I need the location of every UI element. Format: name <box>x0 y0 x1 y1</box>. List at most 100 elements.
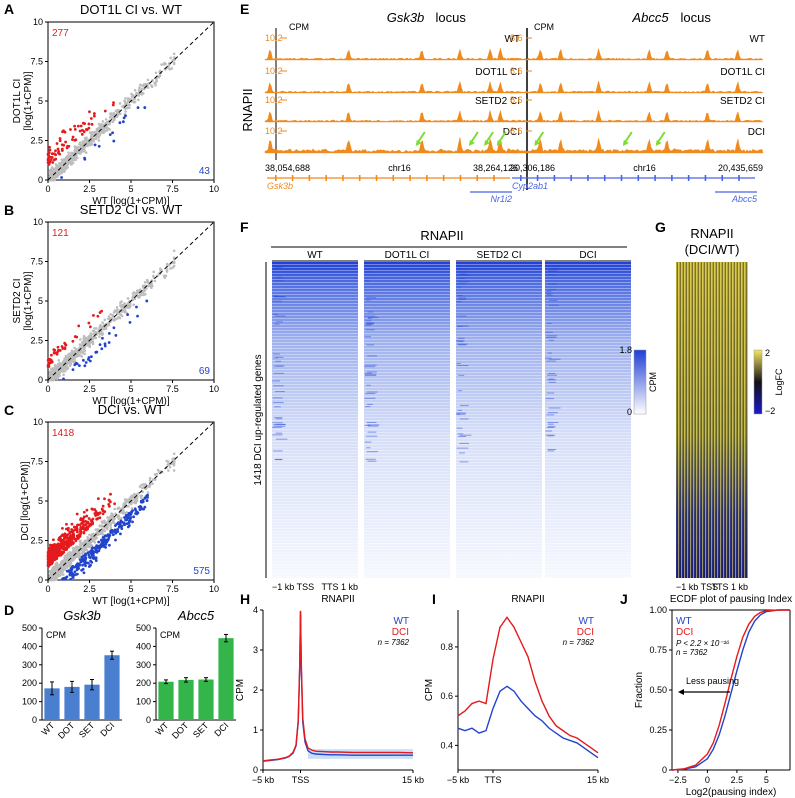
scatter-point-gray <box>56 164 60 167</box>
scatter-point-blue <box>123 516 126 519</box>
heatmap-f-streak <box>364 324 372 326</box>
track-arrow-head <box>622 140 629 146</box>
line-y-tick-label: 0.75 <box>649 645 667 655</box>
scatter-point-blue <box>101 536 105 539</box>
scatter-y-label-line2: [log(1+CPM)] <box>23 271 34 330</box>
scatter-point-gray <box>97 122 101 126</box>
scatter-point-gray <box>59 163 62 167</box>
scatter-point-blue <box>145 299 149 303</box>
scatter-point-gray <box>55 175 59 179</box>
scatter-point-gray <box>148 478 152 482</box>
scatter-y-tick-label: 5 <box>38 496 43 506</box>
gene-label-2: Abcc5 <box>731 194 758 204</box>
line-h-gene-body-band <box>308 749 413 759</box>
scatter-point-gray <box>118 112 122 116</box>
heatmap-f-streak <box>547 450 555 452</box>
scatter-point-blue <box>126 525 130 529</box>
p-label: P < 2.2 × 10⁻¹⁶ <box>676 639 730 648</box>
heatmap-f-streak <box>547 448 557 450</box>
scatter-point-blue <box>116 530 120 533</box>
scatter-point-blue <box>112 139 116 143</box>
scatter-point-red <box>91 507 95 511</box>
gene-exon <box>476 175 479 181</box>
scatter-x-tick-label: 0 <box>45 384 50 394</box>
scatter-point-red <box>64 140 67 144</box>
heatmap-f-streak <box>457 343 468 345</box>
scatter-point-gray <box>126 499 130 503</box>
scatter-y-label: DCI [log(1+CPM)] <box>20 461 31 540</box>
scatter-point-blue <box>136 106 140 109</box>
scatter-point-blue <box>145 494 148 498</box>
scatter-point-red <box>85 508 89 512</box>
heatmap-f-streak <box>367 317 373 319</box>
scatter-point-blue <box>111 131 114 135</box>
scatter-point-gray <box>92 137 96 140</box>
scatter-point-gray <box>52 576 56 580</box>
heatmap-f-streak <box>456 286 462 288</box>
scatter-point-gray <box>119 507 123 511</box>
scatter-x-tick-label: 2.5 <box>83 184 96 194</box>
scatter-point-blue <box>97 549 101 553</box>
heatmap-f-streak <box>459 452 465 454</box>
heatmap-f-streak <box>548 358 561 360</box>
scatter-point-blue <box>90 548 93 552</box>
scatter-point-blue <box>67 569 71 573</box>
scatter-point-gray <box>89 543 93 547</box>
scatter-x-tick-label: 10 <box>209 584 219 594</box>
track-signal <box>264 47 519 61</box>
n-label: n = 7362 <box>378 638 410 647</box>
heatmap-f-streak <box>456 365 469 367</box>
scatter-point-blue <box>77 562 81 566</box>
gene-exon <box>493 175 495 181</box>
track-ymax-label: 8.6 <box>510 66 523 76</box>
scatter-point-red <box>47 162 51 166</box>
scatter-point-gray <box>110 521 113 525</box>
scatter-point-blue <box>145 499 149 502</box>
track-ymax-label: 10.2 <box>265 95 283 105</box>
track-ymax-label: 10.2 <box>265 66 283 76</box>
heatmap-g-scale-label: LogFC <box>774 368 784 396</box>
scatter-point-blue <box>114 538 117 542</box>
scatter-point-red <box>73 537 76 541</box>
bar-category-label: DOT <box>56 720 77 741</box>
line-x-tick-label: TSS <box>292 775 310 785</box>
scatter-point-gray <box>68 564 72 568</box>
scatter-point-blue <box>73 570 77 574</box>
heatmap-f-streak <box>457 268 468 270</box>
track-name: DOT1L CI <box>475 67 520 78</box>
heatmap-f-streak <box>272 422 283 424</box>
line-x-tick-label: 15 kb <box>587 775 609 785</box>
heatmap-f-streak <box>272 313 278 315</box>
scatter-point-blue <box>103 538 107 542</box>
scatter-point-red <box>69 535 73 538</box>
bar <box>64 686 80 720</box>
gene-exon <box>325 175 327 181</box>
scatter-y-tick-label: 5 <box>38 96 43 106</box>
locus-coord-start: 38,054,688 <box>265 163 310 173</box>
scatter-point-red <box>76 530 79 534</box>
heatmap-f-streak <box>273 425 286 427</box>
scatter-point-red <box>56 350 60 353</box>
scatter-point-blue <box>134 512 137 515</box>
scatter-point-gray <box>165 268 169 271</box>
panel-letter-e: E <box>240 1 249 17</box>
scatter-point-blue <box>97 540 101 544</box>
bar <box>104 655 120 720</box>
scatter-y-tick-label: 2.5 <box>30 336 43 346</box>
scatter-point-red <box>96 497 100 501</box>
scatter-point-gray <box>132 501 136 504</box>
scatter-point-blue <box>84 556 88 560</box>
annotation-label: Less pausing <box>686 676 739 686</box>
scatter-point-blue <box>131 520 134 524</box>
scatter-point-red <box>79 528 83 532</box>
scatter-y-tick-label: 0 <box>38 575 43 585</box>
scatter-point-gray <box>121 511 124 515</box>
scatter-point-gray <box>96 532 99 536</box>
heatmap-f-streak <box>367 371 377 373</box>
scatter-point-blue <box>61 577 65 581</box>
scatter-point-gray <box>151 284 154 288</box>
scatter-point-gray <box>120 516 123 520</box>
scatter-point-gray <box>123 309 127 312</box>
scatter-point-gray <box>50 166 54 169</box>
scatter-point-gray <box>78 141 82 144</box>
